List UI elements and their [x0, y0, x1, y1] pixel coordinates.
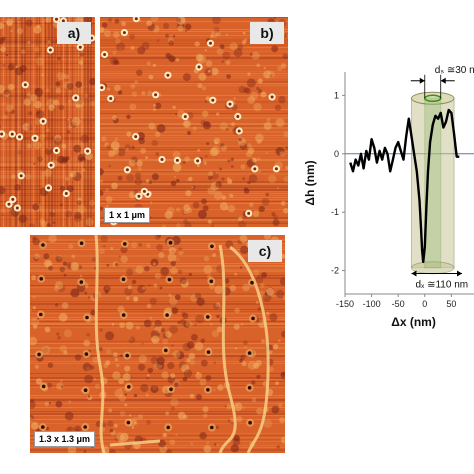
x-tick-label: -100 — [363, 299, 381, 309]
panel-label-a: a) — [57, 22, 91, 44]
afm-image-b — [100, 17, 288, 227]
panel-label-b: b) — [250, 22, 284, 44]
dz-dimension-arrow — [411, 270, 463, 277]
y-axis-label: Δh (nm) — [303, 160, 317, 205]
scale-bar-label-b: 1 x 1 μm — [104, 207, 151, 223]
afm-image-a — [0, 17, 95, 227]
x-tick-label: -50 — [392, 299, 405, 309]
y-tick-label: -2 — [331, 266, 339, 276]
x-tick-label: 0 — [422, 299, 427, 309]
x-tick-label: -150 — [336, 299, 354, 309]
ds-dimension-arrow — [410, 74, 455, 99]
panel-label-c: c) — [248, 240, 282, 262]
afm-panel-c: c) 1.3 x 1.3 μm — [30, 235, 285, 453]
y-tick-label: -1 — [331, 207, 339, 217]
y-tick-label: 1 — [334, 90, 339, 100]
ds-annotation: dₛ ≅30 nm — [435, 65, 474, 76]
afm-panel-b: b) 1 x 1 μm — [100, 17, 288, 227]
y-tick-label: 0 — [334, 149, 339, 159]
x-tick-label: 50 — [446, 299, 456, 309]
profile-series-line — [349, 108, 460, 264]
scale-bar-label-c: 1.3 x 1.3 μm — [34, 431, 96, 447]
afm-image-c — [30, 235, 285, 453]
dz-annotation: dₓ ≅110 nm — [415, 280, 468, 291]
height-profile-chart: -2 -1 0 1 -150 -100 -50 0 50 Δh (nm) Δx (nm) dₛ ≅30… — [303, 65, 474, 329]
x-axis-label: Δx (nm) — [391, 315, 436, 329]
afm-panel-a: a) — [0, 17, 95, 227]
